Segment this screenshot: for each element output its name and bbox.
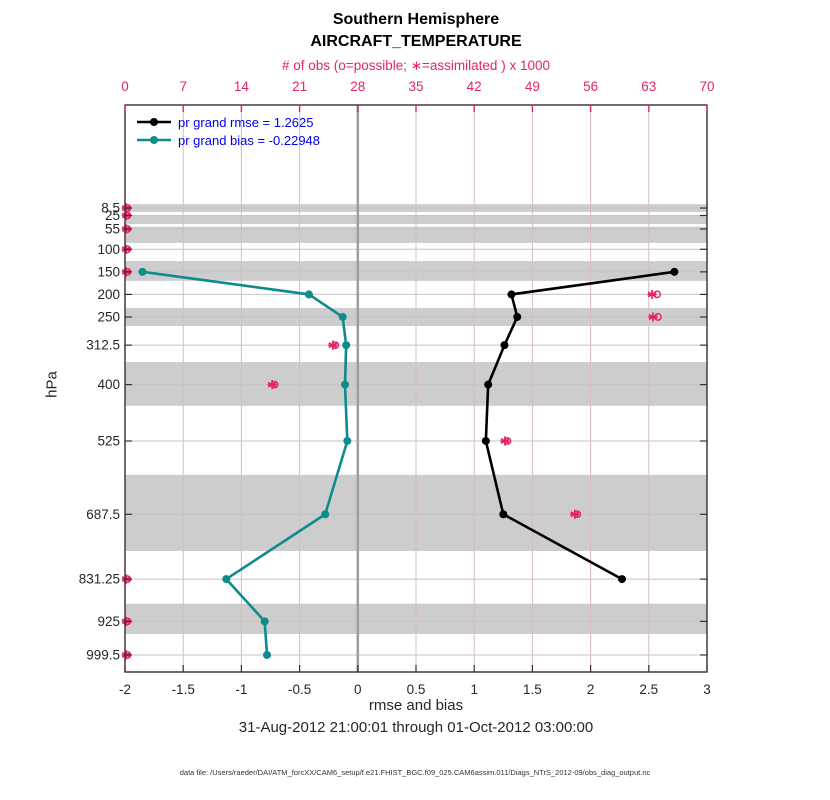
top-axis-label: # of obs (o=possible; ∗=assimilated ) x … [282, 58, 550, 73]
pr-grand-bias-marker [321, 510, 330, 519]
data-file-path: data file: /Users/raeder/DAI/ATM_forcXX/… [179, 768, 651, 777]
legend-item-bias: pr grand bias = -0.22948 [136, 131, 320, 149]
top-tick-label: 28 [350, 79, 365, 94]
plot-title: Southern Hemisphere [332, 11, 500, 28]
y-tick-label: 925 [97, 614, 120, 629]
pr-grand-rmse-marker [513, 312, 522, 321]
y-tick-label: 100 [97, 242, 120, 257]
y-tick-label: 150 [97, 264, 120, 279]
top-tick-label: 35 [408, 79, 423, 94]
top-tick-label: 21 [292, 79, 307, 94]
pr-grand-bias-marker [338, 312, 347, 321]
legend-label-bias: pr grand bias = -0.22948 [178, 132, 321, 148]
top-tick-label: 7 [179, 79, 187, 94]
bias-line-swatch [137, 136, 171, 144]
x-tick-label: 0.5 [407, 682, 426, 697]
legend-item-rmse: pr grand rmse = 1.2625 [136, 113, 320, 131]
x-tick-label: 1.5 [523, 682, 542, 697]
pr-grand-rmse-marker [484, 380, 493, 389]
y-tick-label: 200 [97, 287, 120, 302]
y-tick-label: 831.25 [79, 572, 120, 587]
pr-grand-rmse-marker [670, 267, 679, 276]
pr-grand-bias-marker [260, 617, 269, 626]
x-tick-label: 0 [354, 682, 362, 697]
top-tick-label: 49 [525, 79, 540, 94]
legend: pr grand rmse = 1.2625 pr grand bias = -… [136, 113, 320, 149]
pr-grand-bias-marker [263, 650, 272, 659]
x-tick-label: -1 [235, 682, 247, 697]
pr-grand-bias-marker [222, 575, 231, 584]
x-tick-label: 2.5 [639, 682, 658, 697]
top-tick-label: 0 [121, 79, 129, 94]
pr-grand-rmse-marker [481, 436, 490, 445]
y-axis-label: hPa [43, 371, 61, 398]
y-tick-label: 525 [97, 433, 120, 448]
plot-subtitle: AIRCRAFT_TEMPERATURE [310, 33, 522, 50]
pr-grand-bias-marker [304, 290, 313, 299]
pr-grand-bias-marker [342, 341, 351, 350]
pr-grand-bias-line [142, 270, 349, 656]
pr-grand-bias-marker [343, 436, 352, 445]
top-tick-label: 14 [234, 79, 250, 94]
x-tick-label: 2 [587, 682, 595, 697]
top-tick-label: 63 [641, 79, 656, 94]
pr-grand-rmse-marker [618, 575, 627, 584]
legend-label-rmse: pr grand rmse = 1.2625 [178, 114, 314, 130]
x-tick-label: 1 [470, 682, 478, 697]
y-tick-label: 999.5 [86, 647, 120, 662]
pr-grand-bias-marker [340, 380, 349, 389]
y-tick-label: 55 [105, 222, 120, 237]
top-tick-label: 70 [699, 79, 714, 94]
time-span-text: 31-Aug-2012 21:00:01 through 01-Oct-2012… [238, 719, 594, 736]
x-axis-label: rmse and bias [368, 697, 464, 714]
pr-grand-bias-marker [138, 267, 147, 276]
top-tick-label: 56 [583, 79, 598, 94]
y-tick-label: 312.5 [86, 338, 120, 353]
x-tick-label: -0.5 [288, 682, 311, 697]
y-tick-label: 250 [97, 309, 120, 324]
pr-grand-rmse-marker [507, 290, 516, 299]
y-tick-label: 25 [105, 208, 120, 223]
pr-grand-rmse-marker [499, 510, 508, 519]
x-tick-label: 3 [703, 682, 711, 697]
x-tick-label: -2 [119, 682, 131, 697]
y-tick-label: 400 [97, 377, 120, 392]
rmse-line-swatch [137, 118, 171, 126]
y-tick-label: 8.5 [101, 201, 120, 216]
pr-grand-rmse-marker [500, 341, 509, 350]
top-tick-label: 42 [467, 79, 482, 94]
x-tick-label: -1.5 [172, 682, 195, 697]
y-tick-label: 687.5 [86, 507, 120, 522]
